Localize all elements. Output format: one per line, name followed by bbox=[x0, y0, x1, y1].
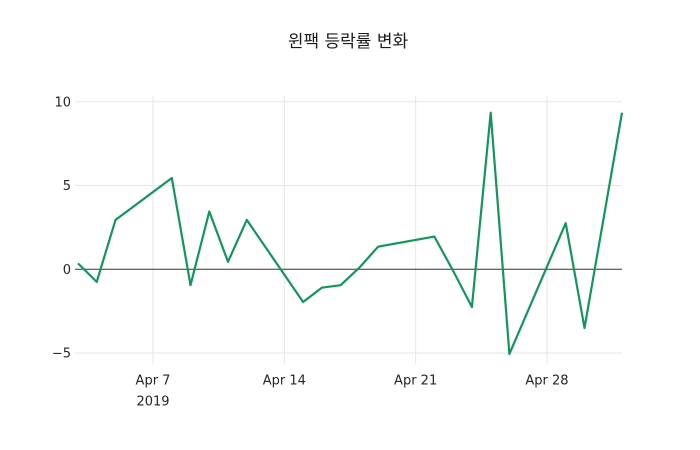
chart-title: 윈팩 등락률 변화 bbox=[288, 32, 409, 52]
series-layer bbox=[77, 111, 624, 355]
x-tick-label: Apr 28 bbox=[525, 374, 568, 389]
y-tick-label: 5 bbox=[63, 179, 71, 194]
x-tick-label: Apr 7 bbox=[136, 374, 171, 389]
x-axis-labels: Apr 7 2019 Apr 14 Apr 21 Apr 28 bbox=[136, 374, 569, 410]
grid-layer bbox=[75, 96, 622, 364]
x-tick-label: Apr 21 bbox=[394, 374, 437, 389]
x-tick-label: Apr 14 bbox=[263, 374, 306, 389]
x-tick-year-label: 2019 bbox=[136, 395, 169, 410]
y-tick-label: −5 bbox=[52, 347, 71, 362]
y-axis-labels: 10 5 0 −5 bbox=[52, 95, 71, 361]
y-tick-label: 0 bbox=[63, 263, 71, 278]
y-tick-label: 10 bbox=[54, 95, 71, 110]
series-line bbox=[77, 111, 624, 355]
